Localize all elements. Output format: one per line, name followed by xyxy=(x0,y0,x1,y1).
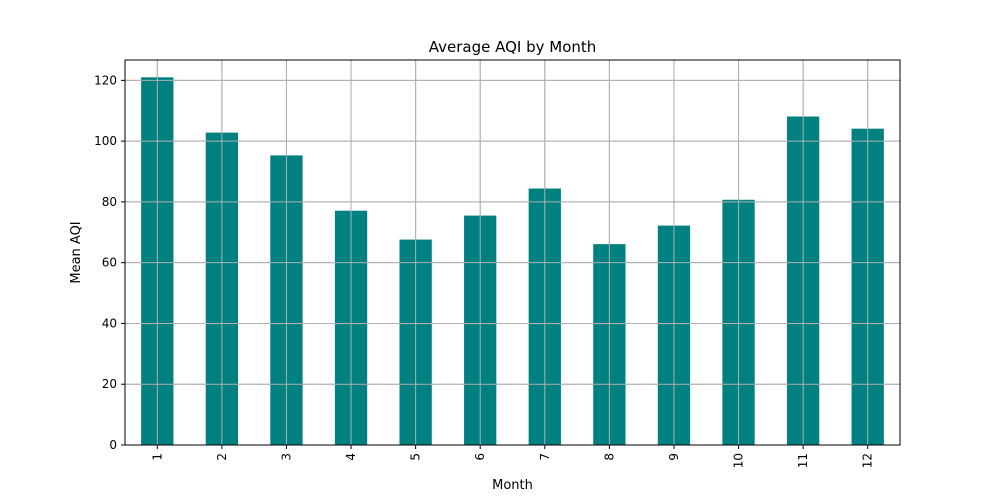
bars xyxy=(125,60,900,446)
x-tick-label: 10 xyxy=(732,453,746,468)
y-tick-label: 0 xyxy=(109,438,117,452)
x-tick-label: 9 xyxy=(667,453,681,461)
x-tick-label: 1 xyxy=(150,453,164,461)
plot-frame xyxy=(124,59,901,446)
x-tick-label: 2 xyxy=(215,453,229,461)
y-tick-label: 40 xyxy=(102,316,117,330)
x-tick-label: 12 xyxy=(861,453,875,468)
y-axis-label: Mean AQI xyxy=(69,221,84,283)
x-tick-label: 7 xyxy=(538,453,552,461)
y-tick-label: 80 xyxy=(102,195,117,209)
y-tick-label: 120 xyxy=(94,73,117,87)
chart-title: Average AQI by Month xyxy=(429,38,597,56)
x-tick-label: 8 xyxy=(602,453,616,461)
y-tick-label: 100 xyxy=(94,134,117,148)
x-tick-label: 6 xyxy=(473,453,487,461)
y-tick-label: 60 xyxy=(102,256,117,270)
x-tick-label: 5 xyxy=(409,453,423,461)
y-tick-label: 20 xyxy=(102,377,117,391)
x-tick-label: 3 xyxy=(279,453,293,461)
x-axis-label: Month xyxy=(492,478,533,493)
x-tick-label: 4 xyxy=(344,453,358,461)
x-tick-label: 11 xyxy=(796,453,810,468)
